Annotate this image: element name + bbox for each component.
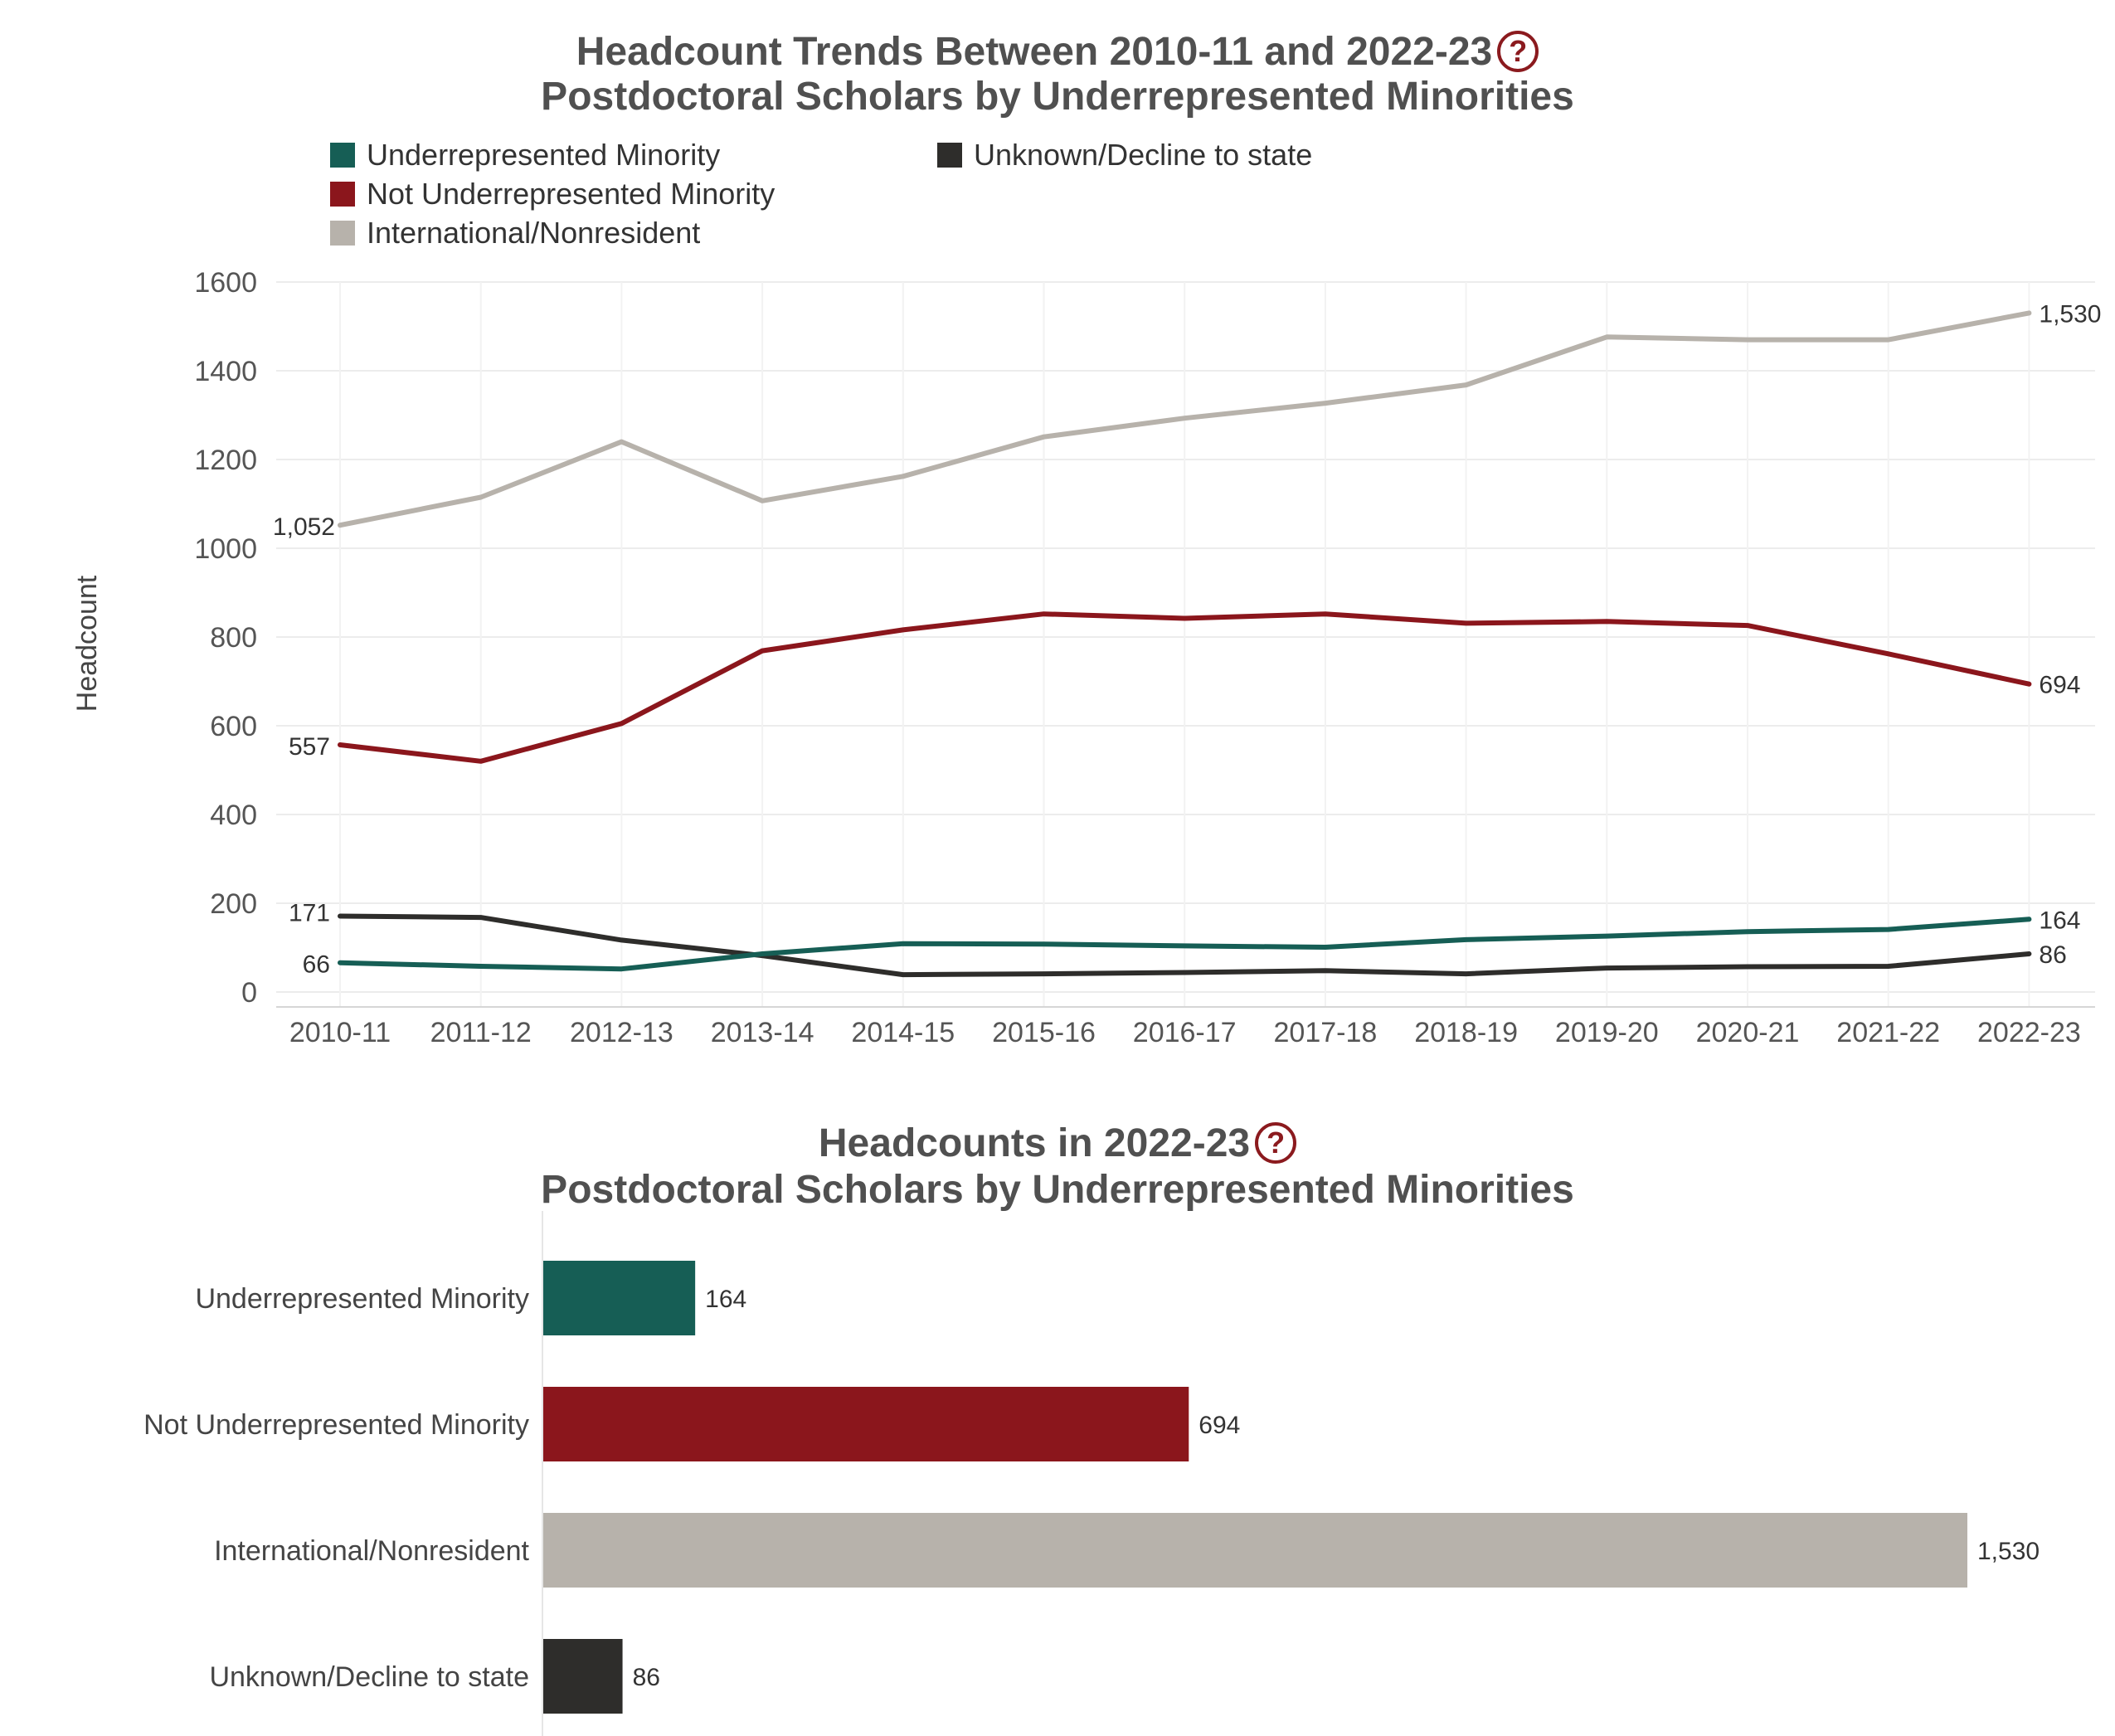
bar-chart-subtitle: Postdoctoral Scholars by Underrepresente… (0, 1168, 2115, 1213)
series-line (338, 917, 2032, 972)
legend-item-intl[interactable]: International/Nonresident (330, 216, 700, 250)
legend-label-intl: International/Nonresident (367, 216, 701, 250)
bar-category-label: International/Nonresident (214, 1535, 529, 1567)
line-chart: 0 200 400 600 800 1000 1200 1400 1600 2010-11 2011… (71, 267, 2101, 1048)
y-tick-label: 0 (241, 977, 257, 1009)
series-end-label: 164 (2039, 907, 2080, 934)
y-tick-label: 1400 (194, 356, 257, 387)
question-circle-icon[interactable]: ? (1255, 1122, 1297, 1164)
bar (542, 1261, 696, 1335)
legend-swatch-not-urm (330, 182, 355, 207)
bar-chart-title: Headcounts in 2022-23? (0, 1121, 2115, 1166)
series-start-label: 1,052 (273, 513, 335, 541)
y-tick-label: 1000 (194, 533, 257, 565)
x-tick-label: 2020-21 (1696, 1017, 1800, 1048)
legend-label-not-urm: Not Underrepresented Minority (367, 177, 776, 211)
series-end-label: 1,530 (2039, 300, 2101, 328)
bar (542, 1639, 623, 1714)
bar-chart-title-line1: Headcounts in 2022-23 (818, 1121, 1251, 1165)
bar-chart-title-line2: Postdoctoral Scholars by Underrepresente… (541, 1168, 1574, 1212)
series-end-label: 86 (2039, 941, 2066, 969)
legend-swatch-urm (330, 143, 355, 168)
series-start-label: 171 (289, 900, 330, 927)
y-tick-label: 1200 (194, 445, 257, 476)
y-tick-label: 800 (210, 622, 257, 654)
x-tick-label: 2018-19 (1414, 1017, 1518, 1048)
y-axis-label: Headcount (71, 575, 103, 712)
line-chart-subtitle: Postdoctoral Scholars by Underrepresente… (0, 75, 2115, 119)
x-tick-label: 2014-15 (851, 1017, 955, 1048)
bar-chart: Underrepresented Minority 164 Not Underrep… (143, 1211, 2040, 1736)
x-tick-label: 2015-16 (992, 1017, 1096, 1048)
legend-swatch-intl (330, 221, 355, 246)
x-tick-label: 2013-14 (711, 1017, 814, 1048)
bar-value-label: 694 (1198, 1412, 1240, 1439)
line-chart-title-line1: Headcount Trends Between 2010-11 and 202… (576, 30, 1493, 74)
bar (542, 1387, 1189, 1461)
legend-label-urm: Underrepresented Minority (367, 138, 721, 172)
x-tick-label: 2012-13 (570, 1017, 673, 1048)
y-tick-label: 400 (210, 800, 257, 831)
series-line (338, 913, 2032, 978)
legend-item-not-urm[interactable]: Not Underrepresented Minority (330, 177, 775, 212)
x-tick-label: 2010-11 (289, 1017, 391, 1048)
bar-value-label: 164 (705, 1286, 746, 1313)
bar-category-label: Underrepresented Minority (195, 1283, 529, 1315)
bar-category-label: Unknown/Decline to state (209, 1661, 529, 1693)
y-tick-label: 200 (210, 888, 257, 920)
x-tick-label: 2021-22 (1836, 1017, 1940, 1048)
legend-label-unknown: Unknown/Decline to state (974, 138, 1313, 172)
legend-item-unknown[interactable]: Unknown/Decline to state (937, 138, 1312, 173)
x-tick-label: 2017-18 (1274, 1017, 1378, 1048)
series-end-label: 694 (2039, 672, 2080, 699)
line-chart-title: Headcount Trends Between 2010-11 and 202… (0, 30, 2115, 75)
legend-item-urm[interactable]: Underrepresented Minority (330, 138, 720, 173)
bar-value-label: 1,530 (1977, 1538, 2040, 1565)
x-tick-label: 2011-12 (430, 1017, 532, 1048)
series-start-label: 66 (303, 951, 330, 979)
bar-value-label: 86 (633, 1664, 660, 1691)
x-tick-label: 2022-23 (1977, 1017, 2081, 1048)
question-circle-icon[interactable]: ? (1497, 31, 1539, 72)
series-start-label: 557 (289, 733, 330, 761)
y-tick-label: 600 (210, 711, 257, 742)
series-line (338, 611, 2032, 764)
series-line (338, 310, 2032, 528)
bar (542, 1513, 1967, 1588)
line-chart-title-line2: Postdoctoral Scholars by Underrepresente… (541, 75, 1574, 119)
y-tick-label: 1600 (194, 267, 257, 299)
legend-swatch-unknown (937, 143, 962, 168)
x-tick-label: 2016-17 (1133, 1017, 1237, 1048)
bar-category-label: Not Underrepresented Minority (143, 1409, 529, 1441)
x-tick-label: 2019-20 (1555, 1017, 1659, 1048)
